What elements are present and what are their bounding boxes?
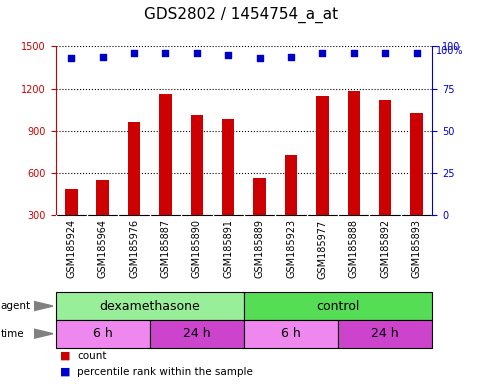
Text: GSM185893: GSM185893 <box>412 219 422 278</box>
Bar <box>56 292 244 320</box>
Polygon shape <box>34 329 53 338</box>
Bar <box>190 116 203 258</box>
Text: GDS2802 / 1454754_a_at: GDS2802 / 1454754_a_at <box>144 7 339 23</box>
Text: 24 h: 24 h <box>183 327 211 340</box>
Text: ■: ■ <box>60 351 71 361</box>
Bar <box>128 122 141 258</box>
Text: GSM185892: GSM185892 <box>380 219 390 278</box>
Bar <box>244 320 338 348</box>
Text: 24 h: 24 h <box>371 327 399 340</box>
Text: GSM185964: GSM185964 <box>98 219 108 278</box>
Text: dexamethasone: dexamethasone <box>99 300 200 313</box>
Text: count: count <box>77 351 107 361</box>
Text: GSM185890: GSM185890 <box>192 219 202 278</box>
Bar <box>65 189 78 258</box>
Bar <box>244 292 432 320</box>
Bar <box>285 155 298 258</box>
Text: GSM185976: GSM185976 <box>129 219 139 278</box>
Bar <box>222 119 235 258</box>
Bar <box>56 320 150 348</box>
Bar <box>338 320 432 348</box>
Point <box>193 50 201 56</box>
Bar <box>316 96 329 258</box>
Point <box>68 55 75 61</box>
Text: GSM185977: GSM185977 <box>317 219 327 278</box>
Text: 6 h: 6 h <box>93 327 113 340</box>
Bar <box>159 94 172 258</box>
Text: GSM185889: GSM185889 <box>255 219 265 278</box>
Text: 100%: 100% <box>437 46 464 56</box>
Bar <box>253 178 266 258</box>
Text: GSM185887: GSM185887 <box>160 219 170 278</box>
Text: GSM185888: GSM185888 <box>349 219 359 278</box>
Bar <box>150 320 244 348</box>
Text: time: time <box>0 329 24 339</box>
Point <box>412 50 420 56</box>
Bar <box>348 91 360 258</box>
Text: agent: agent <box>0 301 30 311</box>
Point <box>287 53 295 60</box>
Point <box>319 50 327 56</box>
Bar <box>379 100 391 258</box>
Text: ■: ■ <box>60 367 71 377</box>
Point <box>99 53 107 60</box>
Polygon shape <box>34 301 53 311</box>
Bar <box>97 180 109 258</box>
Text: GSM185891: GSM185891 <box>223 219 233 278</box>
Point <box>130 50 138 56</box>
Point <box>161 50 170 56</box>
Text: control: control <box>316 300 360 313</box>
Text: GSM185924: GSM185924 <box>66 219 76 278</box>
Point <box>382 50 389 56</box>
Point <box>224 52 232 58</box>
Bar <box>411 113 423 258</box>
Text: percentile rank within the sample: percentile rank within the sample <box>77 367 253 377</box>
Point <box>256 55 264 61</box>
Text: GSM185923: GSM185923 <box>286 219 296 278</box>
Text: 6 h: 6 h <box>281 327 301 340</box>
Point <box>350 50 357 56</box>
